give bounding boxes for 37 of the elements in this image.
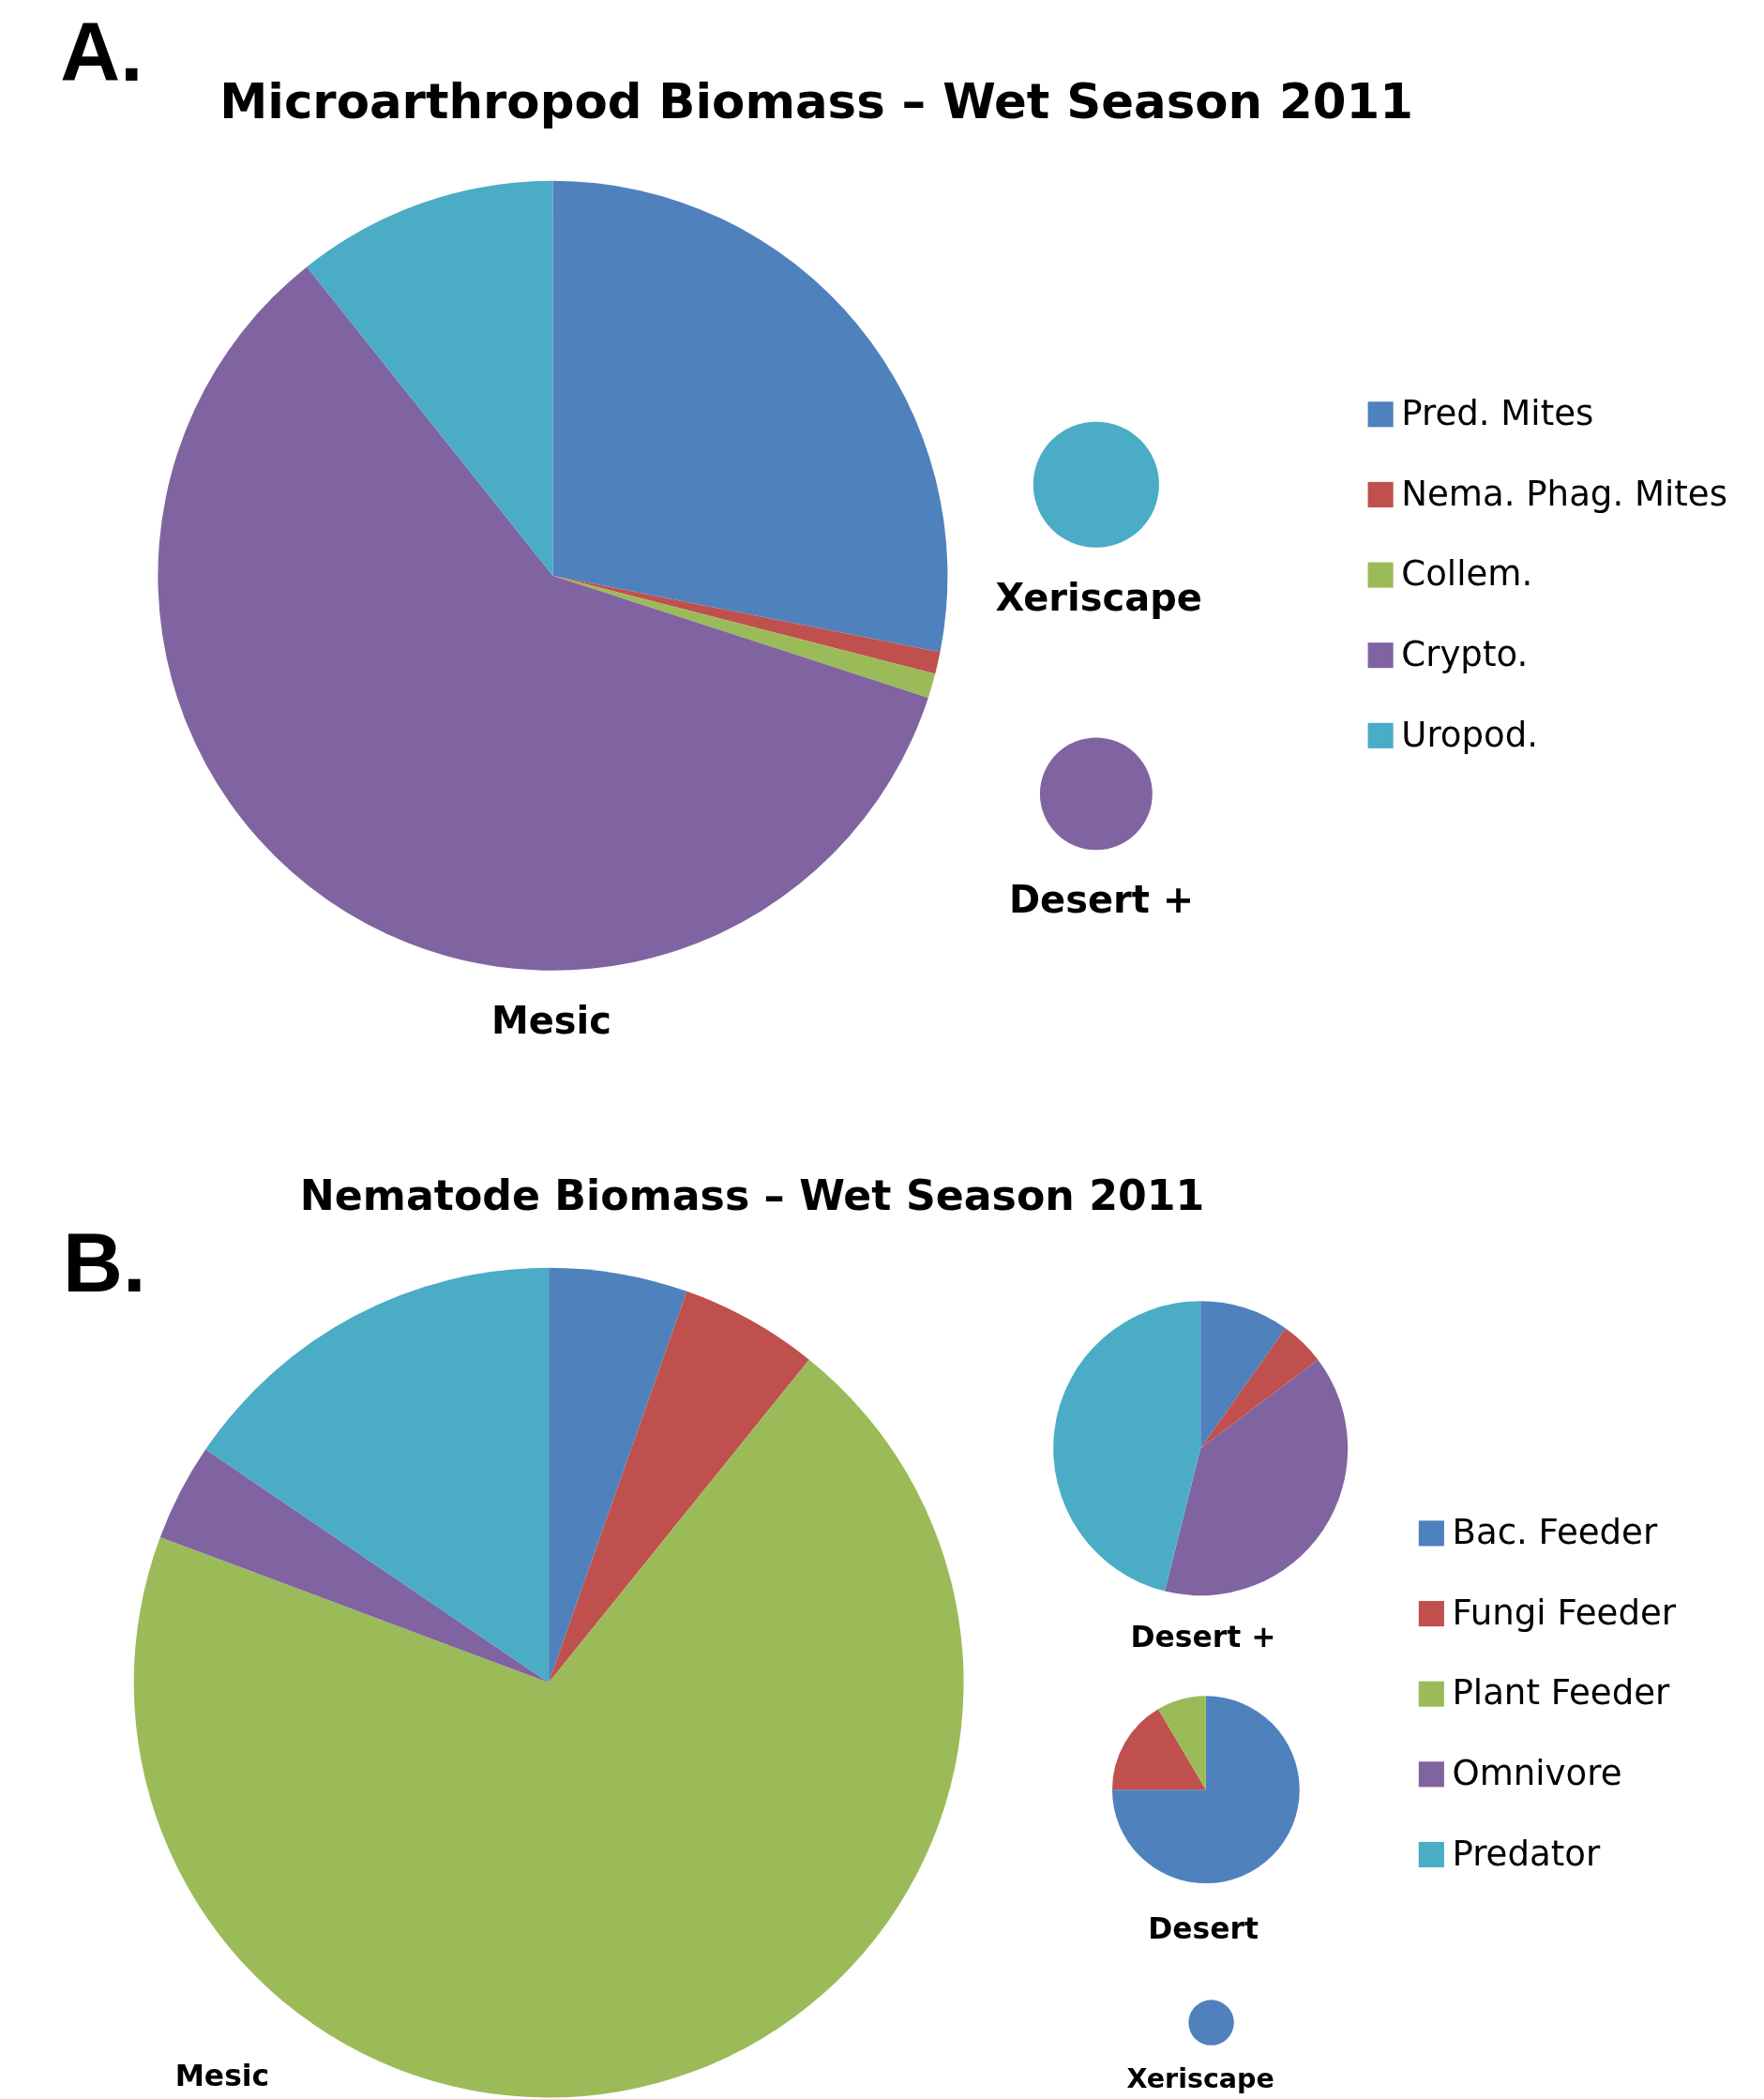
- pie-slice: [1200, 1301, 1286, 1449]
- legend-label: Collem.: [1401, 553, 1533, 595]
- text: Desert +: [1008, 878, 1195, 922]
- legend-label: Bac. Feeder: [1452, 1512, 1658, 1553]
- text: Mesic: [490, 998, 611, 1042]
- text: Xeriscape: [995, 575, 1202, 619]
- pie-slice: [159, 1449, 550, 1684]
- legend-label: Pred. Mites: [1401, 393, 1594, 434]
- pie-slice: [1165, 1359, 1349, 1596]
- legend-label: Nema. Phag. Mites: [1401, 473, 1727, 514]
- pie-slice: [549, 1267, 687, 1684]
- legend-label: Fungi Feeder: [1452, 1592, 1677, 1633]
- legend-label: Uropod.: [1401, 714, 1539, 755]
- text: B.: [63, 1216, 146, 1310]
- legend-label: Crypto.: [1401, 633, 1529, 674]
- pie-slice: [1200, 1328, 1319, 1449]
- legend-label: Plant Feeder: [1452, 1672, 1671, 1714]
- pie-slice: [552, 180, 947, 653]
- pie-slice: [549, 1291, 809, 1684]
- text: Xeriscape: [1126, 2063, 1274, 2095]
- legend-label: Predator: [1452, 1833, 1601, 1874]
- pie-slice: [1111, 1696, 1300, 1884]
- text: A.: [60, 5, 143, 98]
- pie-slice: [133, 1359, 964, 2098]
- legend-label: Omnivore: [1452, 1753, 1622, 1794]
- pie-slice: [1053, 1301, 1201, 1592]
- pie-slice: [158, 266, 928, 971]
- pie-slice: [552, 575, 941, 674]
- pie-slice: [1158, 1696, 1206, 1790]
- pie-slice: [205, 1267, 550, 1684]
- pie-slice: [307, 180, 553, 576]
- text: Desert: [1148, 1910, 1259, 1945]
- text: Mesic: [174, 2058, 270, 2092]
- pie-slice: [1111, 1709, 1206, 1790]
- text: Desert +: [1130, 1619, 1276, 1654]
- chart-title: Nematode Biomass – Wet Season 2011: [299, 1171, 1205, 1220]
- chart-title: Microarthropod Biomass – Wet Season 2011: [219, 72, 1413, 129]
